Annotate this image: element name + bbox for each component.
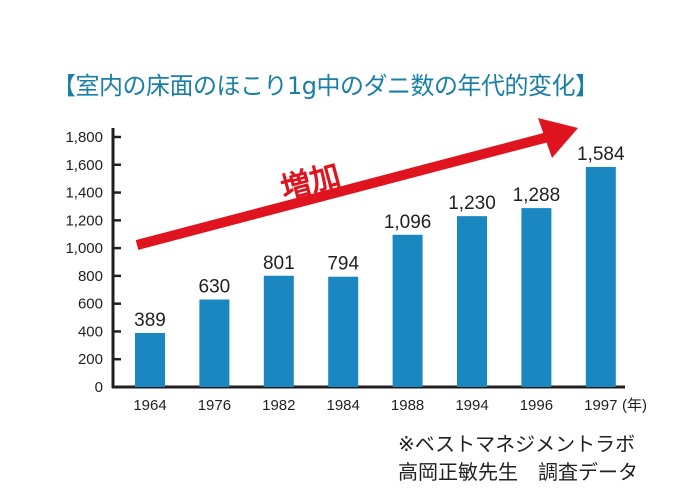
data-label: 630 (199, 277, 231, 298)
y-tick-label: 0 (95, 379, 103, 396)
bar-1988 (392, 234, 423, 387)
y-tick-label: 600 (78, 296, 103, 313)
bar-1996 (521, 208, 552, 387)
bar-1976 (199, 299, 230, 387)
bar-1997 (585, 167, 616, 387)
source-note-1: ※ベストマネジメントラボ (398, 432, 636, 456)
chart-title: 【室内の床面のほこり1g中のダニ数の年代的変化】 (52, 72, 599, 100)
data-label: 801 (263, 253, 295, 274)
y-tick-label: 200 (78, 351, 103, 368)
y-tick-label: 1,800 (65, 129, 103, 146)
bar-1982 (263, 275, 294, 387)
x-tick-label: 1982 (262, 397, 295, 414)
data-label: 1,230 (448, 193, 496, 214)
data-label: 1,096 (384, 212, 432, 233)
data-label: 1,584 (577, 144, 625, 165)
trend-arrow-shaft (135, 132, 550, 250)
bar-1984 (328, 276, 359, 387)
data-label: 1,288 (513, 185, 561, 206)
data-label: 794 (327, 254, 359, 275)
x-tick-label: 1996 (520, 397, 553, 414)
y-tick-label: 1,400 (65, 185, 103, 202)
x-tick-label: 1976 (198, 397, 231, 414)
x-tick-label: 1964 (133, 397, 166, 414)
y-tick-label: 400 (78, 323, 103, 340)
x-tick-label: 1984 (327, 397, 360, 414)
x-axis-label: (年) (622, 397, 647, 414)
y-tick-label: 1,000 (65, 240, 103, 257)
trend-arrow-head (538, 118, 578, 158)
trend-annotation: 増加 (277, 159, 343, 206)
bar-1994 (457, 216, 487, 387)
x-tick-label: 1994 (455, 397, 488, 414)
y-tick-label: 800 (78, 268, 103, 285)
y-tick-label: 1,600 (65, 157, 103, 174)
bar-1964 (135, 332, 165, 387)
data-label: 389 (134, 310, 166, 331)
x-tick-label: 1988 (391, 397, 424, 414)
x-tick-label: 1997 (584, 397, 617, 414)
source-note-2: 高岡正敏先生 調査データ (398, 460, 638, 484)
y-tick-label: 1,200 (65, 212, 103, 229)
